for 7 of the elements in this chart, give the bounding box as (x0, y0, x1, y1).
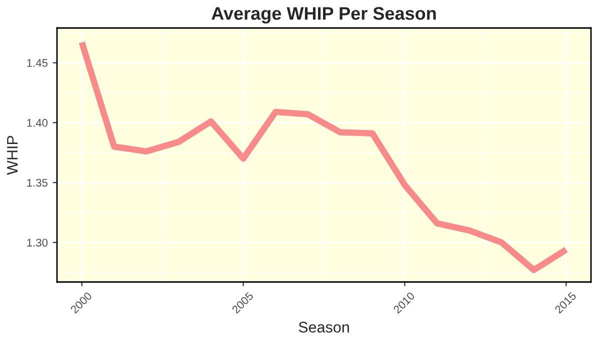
y-tick-label: 1.35 (27, 178, 48, 187)
x-axis-title: Season (298, 322, 349, 333)
chart-title: Average WHIP Per Season (212, 7, 436, 24)
y-tick-label: 1.40 (27, 118, 48, 127)
y-tick-label: 1.45 (27, 59, 48, 67)
y-tick-label: 1.30 (27, 238, 48, 247)
y-axis-title: WHIP (7, 136, 18, 175)
